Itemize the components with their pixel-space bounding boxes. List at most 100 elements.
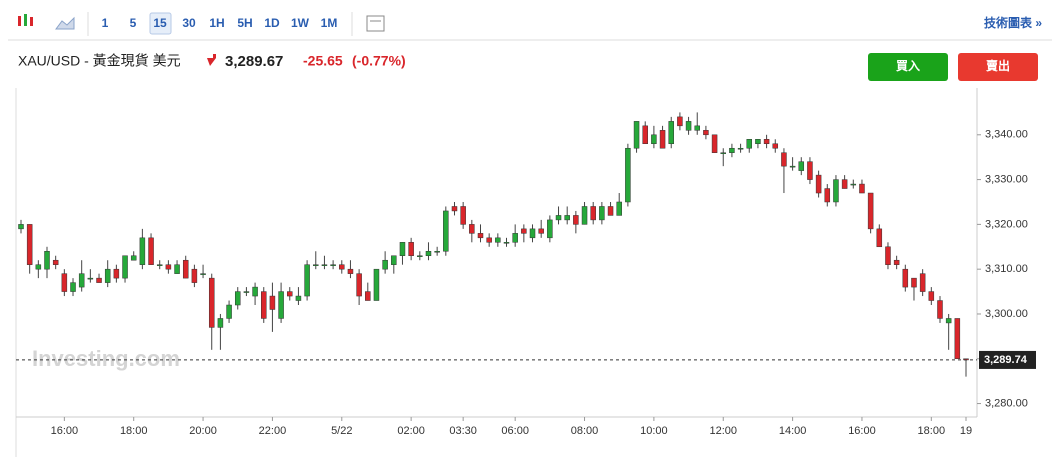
candle-body <box>104 268 111 283</box>
area-icon[interactable] <box>55 16 75 30</box>
candle-body <box>304 264 310 297</box>
candle-body <box>269 295 276 310</box>
candle-body <box>382 259 388 270</box>
last-price-label: 3,289.74 <box>984 354 1028 366</box>
candle-body <box>668 121 674 145</box>
candle-body <box>365 291 371 301</box>
candle-body <box>330 264 336 266</box>
buy-label[interactable]: 買入 <box>896 59 920 73</box>
interval[interactable]: 30 <box>182 16 196 30</box>
sell-label[interactable]: 賣出 <box>985 58 1010 73</box>
candle-body <box>720 152 726 154</box>
interval[interactable]: 1 <box>102 16 109 30</box>
candle-body <box>96 277 102 283</box>
candle-body <box>347 268 354 274</box>
candle-body <box>694 125 700 131</box>
candle-body <box>737 147 744 150</box>
watermark: Investing.com <box>32 346 180 371</box>
candle-body <box>607 206 614 216</box>
candle-body <box>399 242 406 256</box>
interval[interactable]: 5H <box>237 16 252 30</box>
candle-body <box>729 147 735 153</box>
candle-body <box>148 237 154 265</box>
candle-body <box>44 251 50 270</box>
candle-body <box>356 273 362 297</box>
candle-body <box>261 291 267 319</box>
candle-body <box>208 277 215 328</box>
candle-body <box>633 121 640 149</box>
candle-body <box>538 228 544 234</box>
candle-body <box>278 291 284 319</box>
candle-body <box>425 251 432 256</box>
y-tick-label: 3,320.00 <box>985 218 1028 230</box>
x-tick-label: 18:00 <box>120 425 148 437</box>
candle-body <box>850 183 857 186</box>
candle-body <box>113 268 120 279</box>
candle-body <box>755 139 761 145</box>
interval[interactable]: 1H <box>209 16 224 30</box>
candle-body <box>78 273 85 288</box>
candle-body <box>52 259 59 265</box>
candle-body <box>954 318 961 360</box>
candle-body <box>408 242 414 256</box>
candle-body <box>711 134 718 153</box>
candle-body <box>833 179 839 203</box>
candle-body <box>200 273 206 275</box>
change: -25.65 <box>303 53 343 69</box>
candle-body <box>486 237 492 243</box>
x-tick-label: 08:00 <box>571 425 599 437</box>
symbol: XAU/USD - 黃金現貨 美元 <box>18 53 181 69</box>
icon-part <box>30 17 33 26</box>
candle-body <box>599 206 605 221</box>
sell-button[interactable] <box>958 53 1038 81</box>
candle-body <box>18 224 24 230</box>
candle-body <box>287 291 293 297</box>
candle-body <box>746 139 753 149</box>
x-tick-label: 19 <box>960 425 972 437</box>
candle-body <box>234 291 241 306</box>
candle-body <box>937 300 943 319</box>
candle-body <box>295 295 302 301</box>
candle-body <box>789 165 796 168</box>
x-tick-label: 16:00 <box>51 425 79 437</box>
candle-body <box>772 143 779 149</box>
candle-body <box>26 224 33 265</box>
candle-body <box>182 259 189 279</box>
y-tick-label: 3,280.00 <box>985 397 1028 409</box>
interval[interactable]: 1M <box>321 16 338 30</box>
x-tick-label: 10:00 <box>640 425 668 437</box>
buy-button[interactable] <box>868 53 948 81</box>
technical-chart-link[interactable]: 技術圖表 » <box>984 15 1042 30</box>
candle-body <box>547 219 553 239</box>
interval[interactable]: 1W <box>291 16 310 30</box>
candle-body <box>217 318 224 328</box>
interval[interactable]: 15 <box>153 16 167 30</box>
candle-body <box>529 228 536 239</box>
candle-body <box>824 188 831 203</box>
icon-part <box>24 14 27 26</box>
x-tick-label: 14:00 <box>779 425 807 437</box>
candle-icon[interactable] <box>18 14 33 26</box>
candle-body <box>902 268 909 288</box>
change-percent: (-0.77%) <box>352 53 406 69</box>
x-tick-label: 22:00 <box>259 425 287 437</box>
candle-body <box>659 130 666 149</box>
candle-body <box>252 286 258 297</box>
settings-icon[interactable] <box>366 15 385 32</box>
candle-body <box>70 282 76 292</box>
candle-body <box>35 264 42 270</box>
candle-body <box>590 206 596 221</box>
candle-body <box>677 116 683 127</box>
interval[interactable]: 5 <box>130 16 137 30</box>
candle-body <box>130 255 137 261</box>
candle-body <box>911 277 917 288</box>
interval[interactable]: 1D <box>264 16 280 30</box>
candle-body <box>642 125 648 145</box>
x-tick-label: 20:00 <box>189 425 217 437</box>
candle-body <box>798 161 805 171</box>
x-tick-label: 5/22 <box>331 425 352 437</box>
candle-body <box>573 215 579 225</box>
x-tick-label: 03:30 <box>449 425 477 437</box>
candle-body <box>919 273 926 292</box>
